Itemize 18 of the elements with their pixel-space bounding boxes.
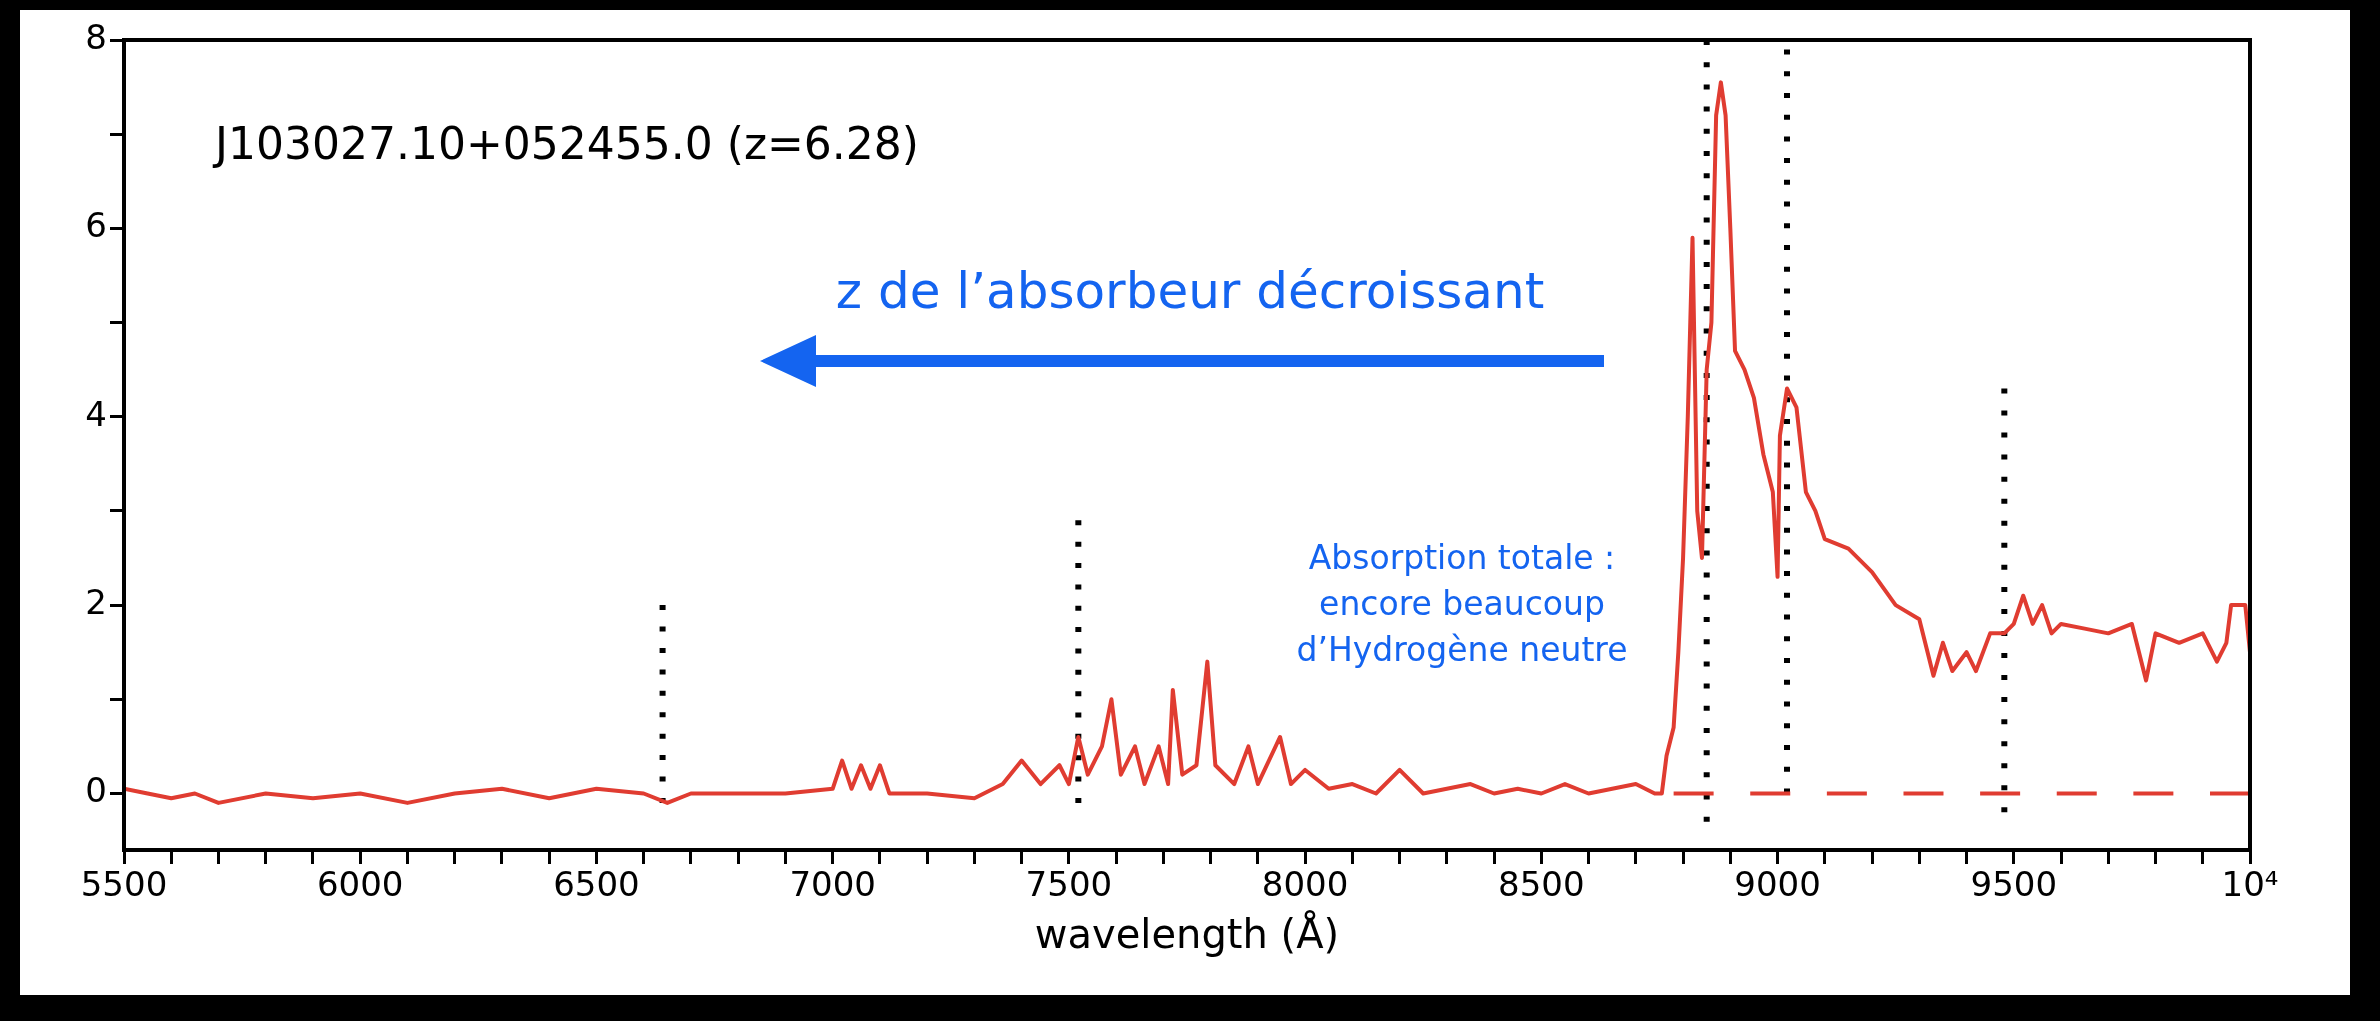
annotation: Absorption totale : encore beaucoup d’Hydrogène neutre (1295, 537, 1629, 671)
y-tick-label: 0 (85, 770, 107, 811)
x-tick-label: 8000 (1261, 864, 1349, 905)
x-tick-label: 7000 (789, 864, 876, 905)
y-tick-label: 6 (85, 205, 107, 246)
x-tick-label: 6000 (316, 864, 404, 905)
x-tick-label: 8500 (1498, 864, 1585, 905)
annotation: z de l’absorbeur décroissant (834, 262, 1546, 320)
x-axis-title: wavelength (Å) (1034, 910, 1340, 958)
x-tick-label: 6500 (553, 864, 640, 905)
x-tick-label: 7500 (1025, 864, 1113, 905)
y-tick-label: 2 (85, 581, 107, 622)
y-tick-label: 4 (85, 393, 107, 434)
x-tick-label: 9000 (1734, 864, 1821, 905)
y-tick-label: 8 (85, 16, 107, 57)
x-tick-label: 5500 (80, 864, 168, 905)
x-tick-label: 10⁴ (2221, 864, 2279, 905)
x-tick-label: 9500 (1970, 864, 2058, 905)
